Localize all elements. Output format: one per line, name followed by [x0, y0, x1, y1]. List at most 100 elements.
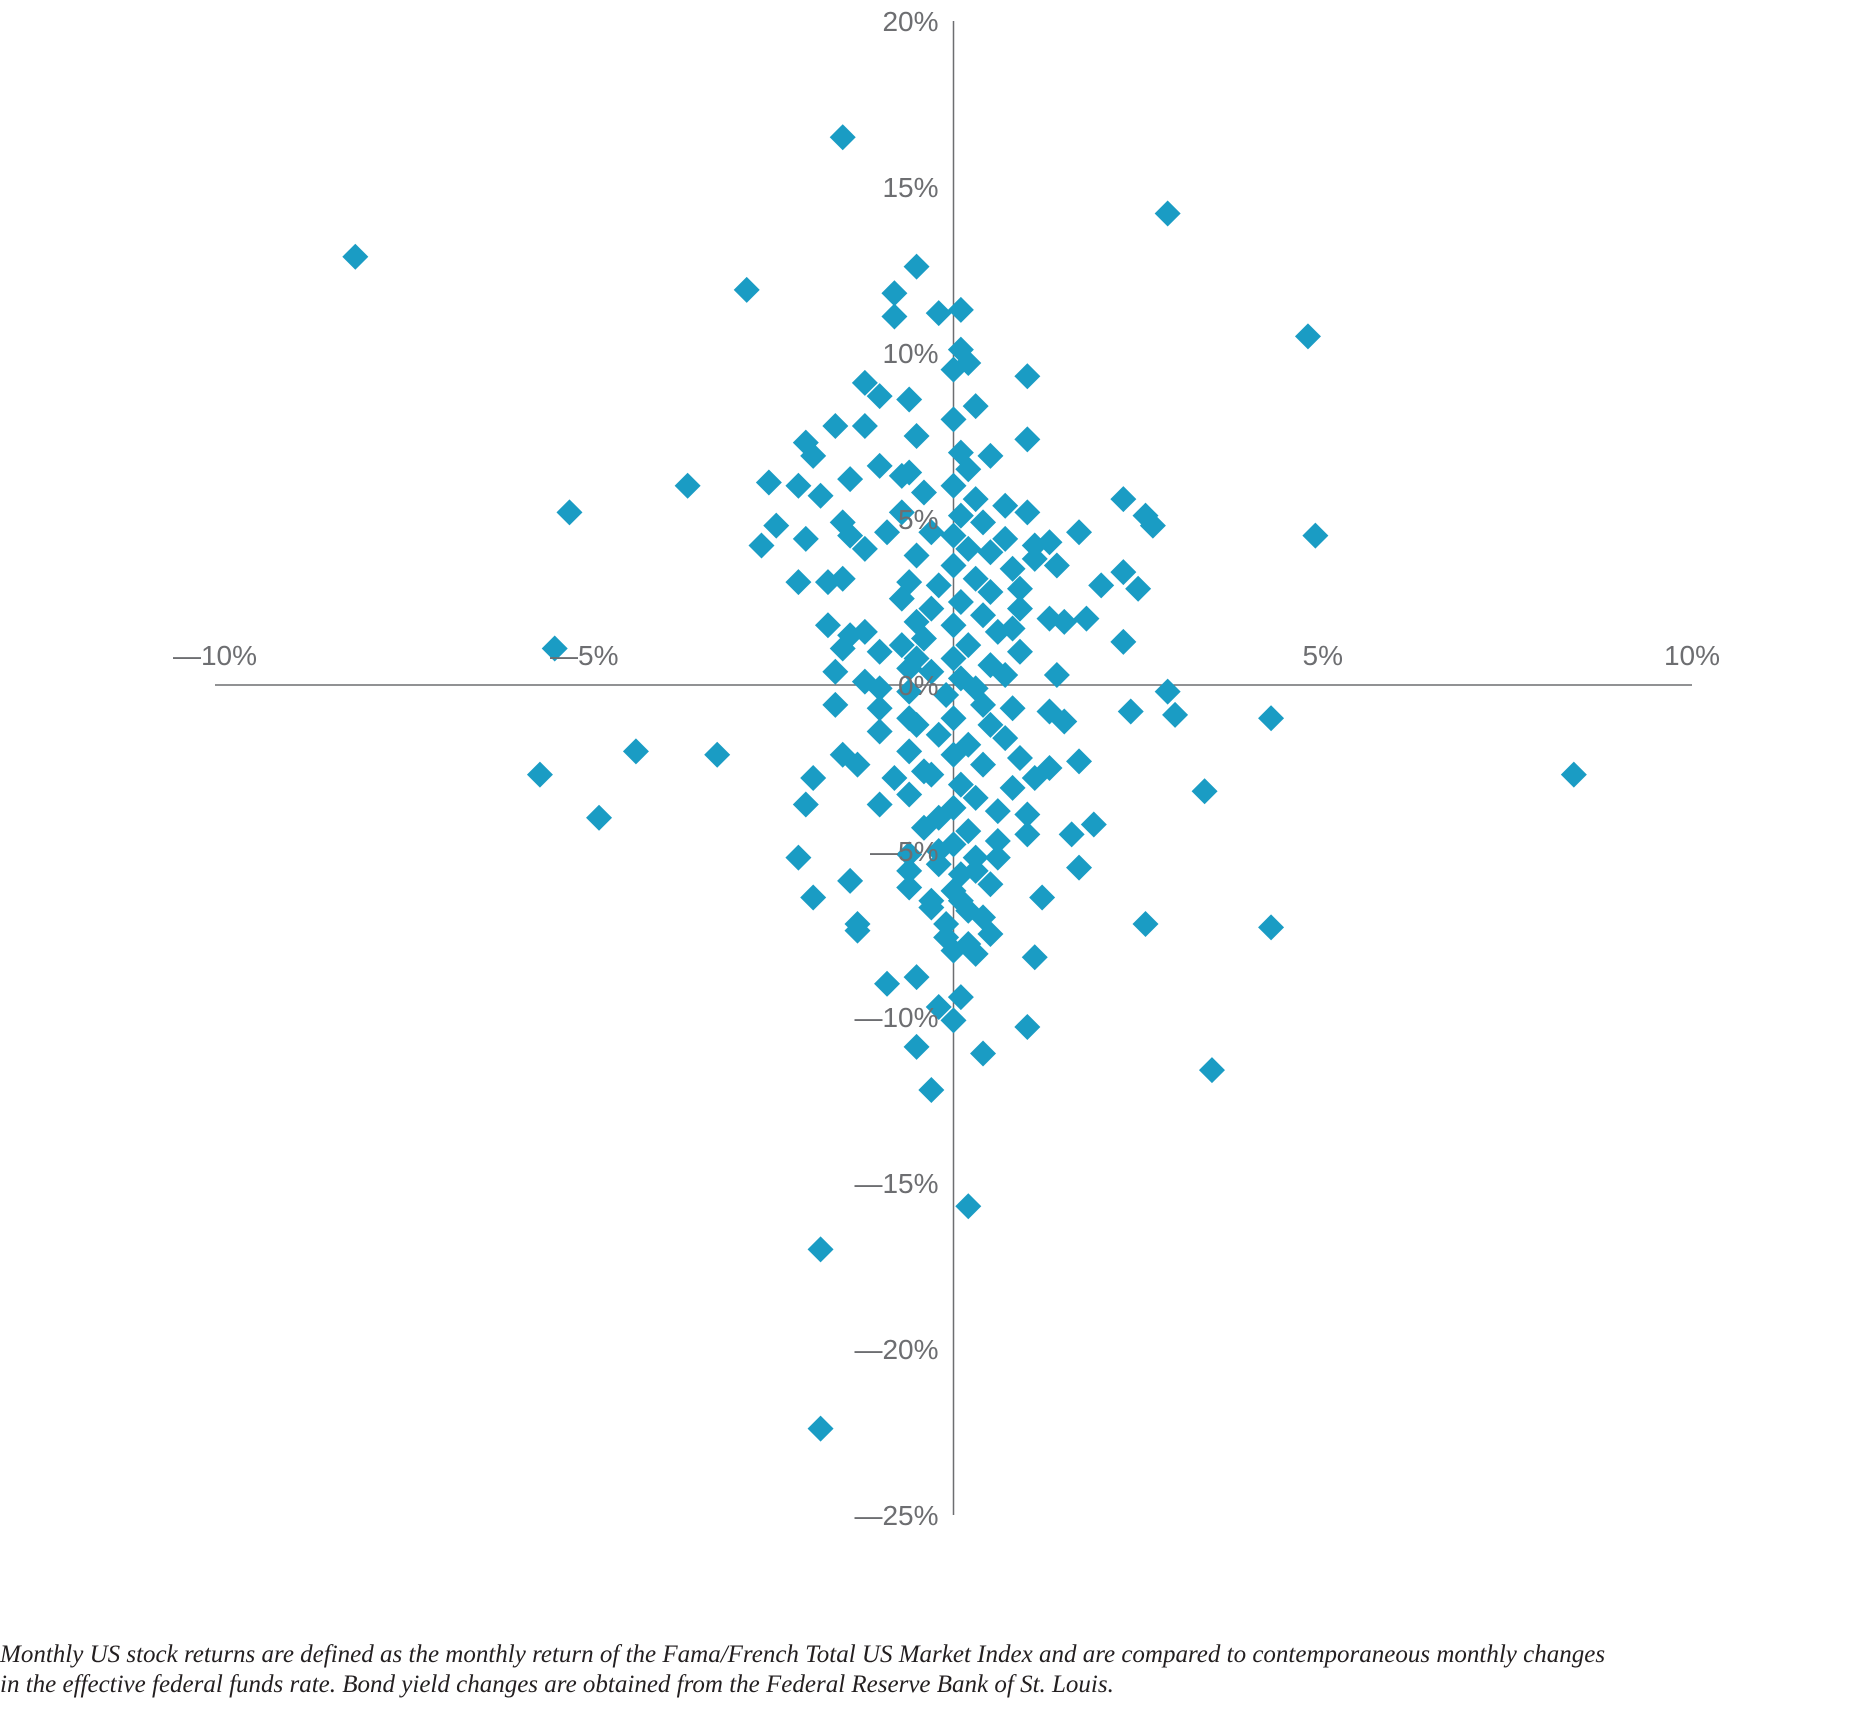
data-point: [814, 612, 841, 639]
data-point: [1125, 575, 1152, 602]
data-point: [1021, 944, 1048, 971]
data-point: [962, 940, 989, 967]
data-point: [918, 887, 945, 914]
data-point: [933, 681, 960, 708]
data-point: [962, 784, 989, 811]
data-point: [962, 393, 989, 420]
data-point: [903, 964, 930, 991]
data-point: [910, 758, 937, 785]
data-point: [955, 1193, 982, 1220]
data-point: [896, 841, 923, 868]
data-point: [910, 479, 937, 506]
data-point: [866, 695, 893, 722]
data-point: [918, 1077, 945, 1104]
data-point: [925, 838, 952, 864]
y-tick-label: —15%: [854, 1168, 938, 1199]
data-point: [556, 499, 583, 526]
scatter-chart: —10% —5% 5% 10% 20% 15% 10% 5% 0% —5% —10% —15% —20%…: [173, 6, 1720, 1531]
data-point: [866, 718, 893, 745]
data-point: [896, 678, 923, 705]
data-point: [977, 539, 1004, 566]
x-tick-label: 5%: [1303, 640, 1343, 671]
data-point: [1021, 545, 1048, 572]
y-tick-label: —5%: [870, 836, 938, 867]
tick-labels: —10% —5% 5% 10% 20% 15% 10% 5% 0% —5% —10% —15% —20%…: [173, 6, 1720, 1531]
data-point: [910, 814, 937, 841]
data-point: [1294, 323, 1321, 350]
y-tick-label: —25%: [854, 1500, 938, 1531]
data-point: [925, 851, 952, 878]
data-point: [933, 911, 960, 938]
data-point: [999, 615, 1026, 642]
data-point: [526, 761, 553, 788]
data-point: [970, 602, 997, 629]
footnote-line-1: Monthly US stock returns are defined as …: [0, 1641, 1606, 1668]
data-point: [940, 741, 967, 768]
data-point: [888, 632, 915, 659]
data-point: [999, 695, 1026, 722]
data-point: [933, 924, 960, 951]
x-tick-label: 10%: [1664, 640, 1720, 671]
data-point: [800, 764, 827, 791]
data-point: [1014, 499, 1041, 526]
data-point: [837, 867, 864, 894]
data-point: [896, 459, 923, 486]
data-point: [903, 253, 930, 280]
data-point: [541, 635, 568, 662]
data-point: [1014, 1013, 1041, 1040]
data-point: [903, 1033, 930, 1060]
data-point: [1110, 628, 1137, 655]
data-point: [785, 844, 812, 871]
data-point: [888, 499, 915, 526]
data-point: [1154, 678, 1181, 705]
data-point: [1560, 761, 1587, 788]
data-point: [866, 791, 893, 818]
data-point: [940, 705, 967, 732]
data-point: [888, 585, 915, 612]
data-point: [792, 791, 819, 818]
y-tick-label: 0%: [898, 670, 938, 701]
data-point: [955, 632, 982, 659]
data-point: [1198, 1057, 1225, 1084]
data-point: [807, 1415, 834, 1442]
data-point: [704, 741, 731, 768]
data-point: [1258, 705, 1285, 732]
data-point: [829, 565, 856, 592]
data-point: [851, 413, 878, 440]
data-point: [903, 711, 930, 738]
data-point: [940, 552, 967, 579]
data-point: [896, 738, 923, 765]
data-point: [970, 751, 997, 778]
data-point: [984, 844, 1011, 871]
data-point: [1051, 708, 1078, 735]
data-point: [962, 565, 989, 592]
data-point: [748, 532, 775, 559]
data-point: [970, 1040, 997, 1067]
data-point: [955, 535, 982, 562]
y-tick-label: 15%: [882, 172, 938, 203]
data-point: [844, 751, 871, 778]
footnote-line-2: in the effective federal funds rate. Bon…: [0, 1671, 1114, 1698]
data-point: [1132, 911, 1159, 938]
data-point: [822, 658, 849, 685]
data-point: [1066, 519, 1093, 546]
data-point: [925, 572, 952, 599]
data-point: [970, 904, 997, 931]
data-point: [1139, 512, 1166, 539]
y-tick-label: 10%: [882, 338, 938, 369]
data-point: [970, 691, 997, 718]
data-point: [970, 509, 997, 536]
data-point: [866, 383, 893, 410]
data-point: [851, 535, 878, 562]
data-point: [1043, 552, 1070, 579]
data-point: [1006, 745, 1033, 772]
data-point: [874, 519, 901, 546]
data-point: [1117, 698, 1144, 725]
data-point: [1006, 575, 1033, 602]
data-point: [992, 492, 1019, 519]
data-point: [874, 970, 901, 997]
data-point: [1014, 363, 1041, 390]
y-tick-label: 5%: [898, 504, 938, 535]
data-point: [1066, 748, 1093, 775]
data-point: [1154, 200, 1181, 227]
